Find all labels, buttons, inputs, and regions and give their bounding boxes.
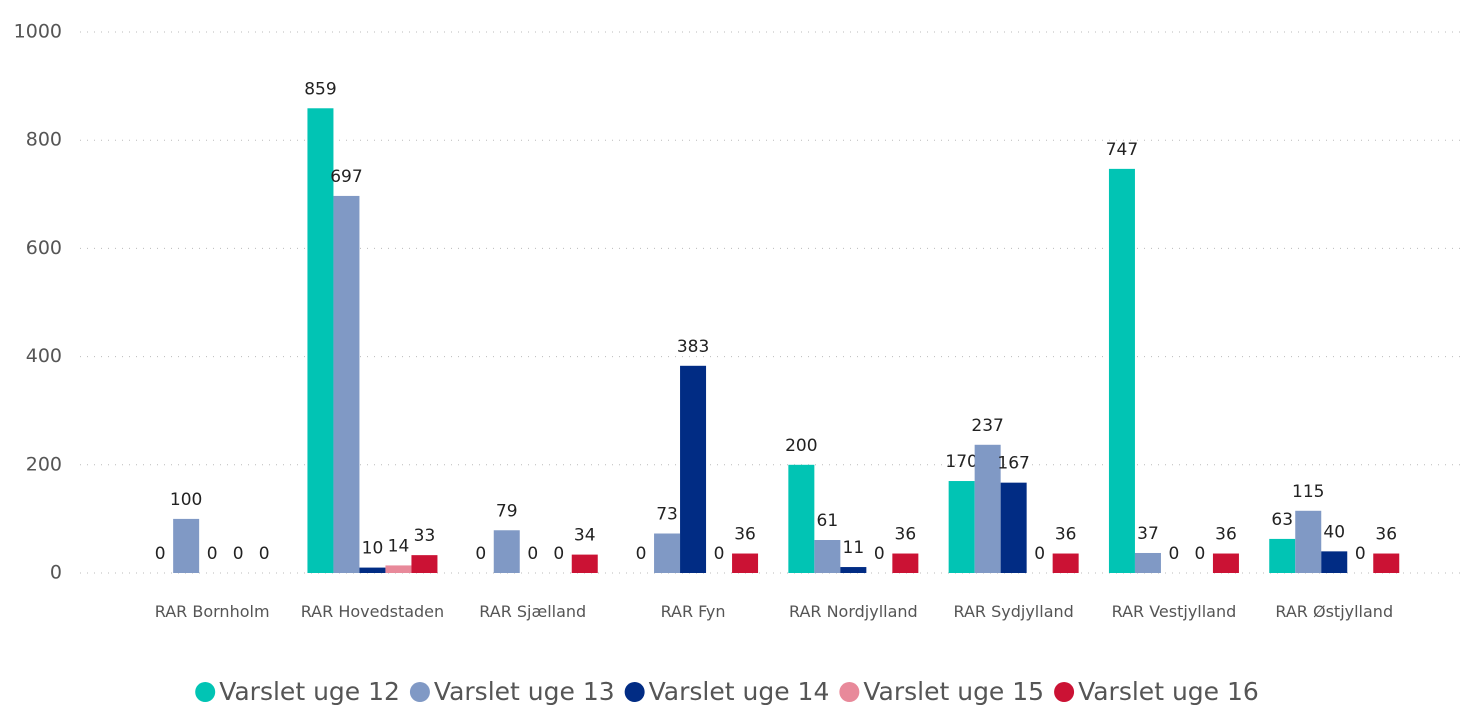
data-label: 40 [1323, 522, 1345, 542]
data-label: 747 [1106, 140, 1138, 160]
x-tick-label: RAR Sjælland [479, 602, 587, 621]
bar [788, 464, 815, 573]
bar [333, 195, 360, 573]
bar [1108, 168, 1135, 574]
data-label: 61 [817, 511, 839, 531]
data-label: 0 [1355, 544, 1366, 564]
data-label: 37 [1137, 524, 1159, 544]
bar [814, 539, 841, 573]
bar [571, 554, 598, 573]
data-label: 383 [677, 337, 709, 357]
bar [840, 567, 867, 573]
x-tick-label: RAR Vestjylland [1111, 602, 1237, 621]
x-tick-label: RAR Sydjylland [953, 602, 1074, 621]
data-label: 36 [734, 525, 756, 545]
bar [948, 481, 975, 573]
data-label: 0 [1195, 544, 1206, 564]
data-label: 0 [1034, 544, 1045, 564]
legend-marker [1054, 682, 1075, 702]
data-label: 36 [1375, 525, 1397, 545]
data-label: 0 [475, 544, 486, 564]
legend-marker [624, 682, 645, 702]
bar [892, 553, 919, 573]
y-tick-label: 1000 [14, 21, 62, 43]
data-label: 0 [207, 544, 218, 564]
data-label: 859 [304, 79, 336, 99]
bar [173, 518, 200, 573]
y-tick-label: 600 [26, 237, 62, 259]
legend-marker [839, 682, 860, 702]
data-label: 79 [496, 501, 518, 521]
bar [1373, 553, 1400, 573]
bar [307, 108, 334, 573]
y-tick-label: 0 [50, 562, 62, 584]
data-label: 115 [1292, 482, 1324, 502]
data-label: 697 [330, 167, 362, 187]
bar [732, 553, 759, 573]
y-tick-label: 800 [26, 129, 62, 151]
x-tick-label: RAR Bornholm [154, 602, 270, 621]
legend-label: Varslet uge 15 [863, 677, 1044, 706]
bar [1321, 551, 1348, 573]
data-label: 36 [1215, 525, 1237, 545]
data-label: 0 [636, 544, 647, 564]
data-label: 36 [895, 525, 917, 545]
data-label: 33 [414, 526, 436, 546]
legend-label: Varslet uge 16 [1078, 677, 1259, 706]
bar [974, 444, 1001, 573]
data-label: 14 [388, 536, 410, 556]
data-label: 0 [527, 544, 538, 564]
data-label: 170 [945, 452, 977, 472]
data-label: 63 [1271, 510, 1293, 530]
bar [1134, 552, 1161, 573]
legend-label: Varslet uge 12 [219, 677, 400, 706]
x-tick-label: RAR Nordjylland [788, 602, 918, 621]
data-label: 73 [656, 505, 678, 525]
bar [411, 555, 438, 573]
data-label: 0 [874, 544, 885, 564]
data-label: 0 [259, 544, 270, 564]
bar [1052, 553, 1079, 573]
x-tick-label: RAR Hovedstaden [300, 602, 445, 621]
data-label: 11 [843, 538, 865, 558]
data-label: 237 [971, 416, 1003, 436]
x-tick-label: RAR Fyn [660, 602, 726, 621]
y-tick-label: 200 [26, 453, 62, 475]
data-label: 167 [997, 454, 1029, 474]
data-label: 0 [155, 544, 166, 564]
data-label: 0 [714, 544, 725, 564]
bar [1295, 510, 1322, 573]
data-label: 0 [233, 544, 244, 564]
bar [1212, 553, 1239, 573]
legend-marker [195, 682, 216, 702]
bar [680, 365, 707, 573]
data-label: 0 [553, 544, 564, 564]
bar [385, 565, 412, 573]
data-label: 200 [785, 436, 817, 456]
bar [1000, 482, 1027, 573]
bar [359, 567, 386, 573]
legend-label: Varslet uge 14 [649, 677, 830, 706]
data-label: 0 [1169, 544, 1180, 564]
x-tick-label: RAR Østjylland [1275, 602, 1394, 621]
legend-marker [409, 682, 430, 702]
data-label: 100 [170, 490, 202, 510]
data-label: 34 [574, 526, 596, 546]
data-label: 10 [362, 539, 384, 559]
bar [1269, 538, 1296, 573]
bar [493, 530, 520, 573]
legend-label: Varslet uge 13 [434, 677, 615, 706]
y-tick-label: 400 [26, 345, 62, 367]
data-label: 36 [1055, 525, 1077, 545]
bar [654, 533, 681, 573]
